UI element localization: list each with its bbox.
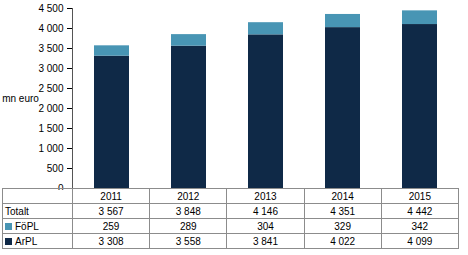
svg-text:mn euro: mn euro [2,93,39,104]
svg-text:3 000: 3 000 [38,63,63,74]
svg-text:3 500: 3 500 [38,43,63,54]
svg-text:1 500: 1 500 [38,123,63,134]
svg-text:4 500: 4 500 [38,3,63,14]
html-text:3 848: 3 848 [175,205,201,217]
html-text:3 558: 3 558 [175,235,201,247]
html-text:4 022: 4 022 [330,235,356,247]
html-text:4 351: 4 351 [330,205,356,217]
html-text:304: 304 [257,220,274,232]
html-text:3 567: 3 567 [98,205,124,217]
html-text:3 308: 3 308 [98,235,124,247]
html-text:4 146: 4 146 [253,205,278,217]
svg-text:4 000: 4 000 [38,23,63,34]
html-text:329: 329 [334,220,351,232]
html-text:3 841: 3 841 [253,235,278,247]
html-text:342: 342 [411,220,429,232]
html-text:2011: 2011 [100,190,122,202]
svg-text:500: 500 [47,163,64,174]
html-text:FöPL: FöPL [15,220,39,232]
html-text:259: 259 [102,220,120,232]
html-text:2013: 2013 [254,190,277,202]
html-text:2015: 2015 [408,190,431,202]
html-text:4 442: 4 442 [407,205,433,217]
html-text:4 099: 4 099 [407,235,433,247]
svg-text:2 000: 2 000 [38,103,63,114]
html-text:ArPL: ArPL [15,235,38,247]
html-text:Totalt: Totalt [5,205,29,217]
html-text:2012: 2012 [177,190,200,202]
svg-text:2 500: 2 500 [38,83,63,94]
html-text:2014: 2014 [331,190,354,202]
html-text:289: 289 [179,220,197,232]
svg-text:1 000: 1 000 [38,143,63,154]
